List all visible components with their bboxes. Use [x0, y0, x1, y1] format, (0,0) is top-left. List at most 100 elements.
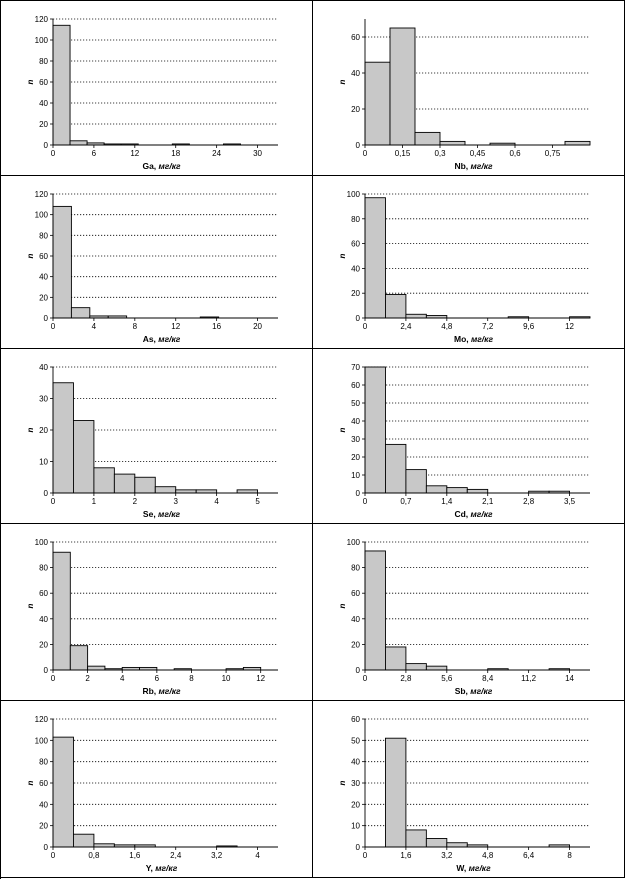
y-tick-label: 60 — [351, 715, 360, 724]
y-tick-label: 0 — [356, 141, 361, 150]
x-tick-label: 2,8 — [523, 497, 535, 506]
histogram-bar — [73, 420, 95, 494]
x-tick-label: 0,45 — [470, 149, 486, 158]
panel-ga: 0 20 40 60 80 100 120 0 6 12 18 24 30 n Ga, мг/кг — [1, 1, 313, 176]
y-tick-label: 0 — [44, 141, 49, 150]
panel-rb: 0 20 40 60 80 100 0 2 4 6 8 10 12 n Rb, мг/кг — [1, 524, 313, 701]
y-tick-label: 0 — [44, 489, 49, 498]
x-axis-label: Mo, мг/кг — [454, 334, 493, 344]
y-tick-label: 20 — [39, 640, 48, 649]
x-tick-label: 0,3 — [434, 149, 446, 158]
histogram-as: 0 20 40 60 80 100 120 0 4 8 12 16 20 n As, мг/кг — [26, 190, 278, 344]
histogram-bar — [52, 736, 74, 848]
x-tick-label: 0 — [51, 851, 56, 860]
y-tick-label: 0 — [356, 314, 361, 323]
x-tick-label: 2,4 — [170, 851, 182, 860]
x-axis-label: Ga, мг/кг — [142, 161, 181, 171]
x-axis-label: W, мг/кг — [456, 863, 491, 873]
y-tick-label: 40 — [39, 99, 48, 108]
x-tick-label: 6 — [155, 674, 160, 683]
y-tick-label: 100 — [35, 211, 49, 220]
histogram-bar — [425, 838, 448, 848]
histogram-nb: 0 20 40 60 0 0,15 0,3 0,45 0,6 0,75 n Nb, мг/кг — [338, 19, 591, 171]
x-tick-label: 0,6 — [509, 149, 521, 158]
x-axis-label: Y, мг/кг — [146, 863, 178, 873]
x-tick-label: 0,75 — [545, 149, 561, 158]
y-tick-label: 20 — [39, 822, 48, 831]
y-tick-label: 20 — [39, 293, 48, 302]
y-axis-label: n — [26, 253, 35, 258]
y-axis-label: n — [26, 79, 35, 84]
y-tick-label: 40 — [351, 69, 360, 78]
x-tick-label: 1 — [92, 497, 97, 506]
histogram-bar — [439, 140, 466, 146]
y-axis-label: n — [26, 780, 35, 785]
y-axis-label: n — [338, 79, 347, 84]
y-tick-label: 80 — [351, 215, 360, 224]
y-tick-label: 80 — [39, 758, 48, 767]
histogram-bar — [385, 293, 407, 319]
y-tick-label: 40 — [39, 615, 48, 624]
x-tick-label: 1,6 — [129, 851, 141, 860]
histogram-bar — [52, 551, 71, 671]
x-tick-label: 3,5 — [564, 497, 576, 506]
x-tick-label: 24 — [212, 149, 221, 158]
x-tick-label: 0,7 — [400, 497, 412, 506]
histogram-y: 0 20 40 60 80 100 120 0 0,8 1,6 2,4 3,2 4 n Y, мг/кг — [26, 715, 278, 873]
y-tick-label: 40 — [351, 758, 360, 767]
x-tick-label: 12 — [171, 322, 180, 331]
x-tick-label: 4 — [92, 322, 97, 331]
x-tick-label: 0 — [51, 149, 56, 158]
y-tick-label: 0 — [44, 314, 49, 323]
y-tick-label: 40 — [39, 363, 48, 372]
y-tick-label: 80 — [39, 57, 48, 66]
x-tick-label: 10 — [222, 674, 231, 683]
histogram-bar — [70, 307, 91, 319]
histogram-bar — [52, 205, 72, 319]
x-tick-label: 20 — [253, 322, 262, 331]
histogram-bar — [405, 829, 427, 848]
x-tick-label: 6 — [92, 149, 97, 158]
y-tick-label: 60 — [351, 240, 360, 249]
x-tick-label: 1,4 — [441, 497, 453, 506]
y-tick-label: 10 — [351, 822, 360, 831]
x-tick-label: 0 — [363, 674, 368, 683]
y-tick-label: 60 — [39, 779, 48, 788]
histogram-bar — [414, 131, 441, 146]
x-axis-label: As, мг/кг — [143, 334, 181, 344]
x-tick-label: 0 — [363, 497, 368, 506]
y-tick-label: 20 — [351, 800, 360, 809]
x-tick-label: 9,6 — [523, 322, 535, 331]
y-tick-label: 40 — [351, 264, 360, 273]
x-tick-label: 12 — [565, 322, 574, 331]
y-tick-label: 0 — [356, 489, 361, 498]
x-axis-label: Cd, мг/кг — [454, 509, 493, 519]
y-tick-label: 60 — [39, 252, 48, 261]
y-tick-label: 0 — [44, 666, 49, 675]
y-axis-label: n — [338, 780, 347, 785]
histogram-bar — [385, 646, 407, 671]
y-axis-label: n — [338, 603, 347, 608]
x-axis-label: Rb, мг/кг — [142, 686, 181, 696]
histogram-bar — [446, 487, 468, 494]
histogram-bar — [134, 476, 156, 494]
histogram-cd: 0 10 20 30 40 50 60 70 0 0,7 1,4 2,1 2,8 3,5 n Cd, мг/к… — [338, 363, 590, 519]
x-tick-label: 2 — [133, 497, 138, 506]
y-tick-label: 120 — [35, 715, 49, 724]
y-tick-label: 100 — [347, 190, 361, 199]
x-tick-label: 3 — [174, 497, 179, 506]
x-tick-label: 8 — [189, 674, 194, 683]
histogram-ga: 0 20 40 60 80 100 120 0 6 12 18 24 30 n Ga, мг/кг — [26, 15, 278, 171]
x-tick-label: 6,4 — [523, 851, 535, 860]
histogram-bar — [175, 489, 197, 494]
y-tick-label: 80 — [39, 231, 48, 240]
histogram-bar — [113, 473, 136, 494]
y-tick-label: 60 — [351, 589, 360, 598]
panel-sb: 0 20 40 60 80 100 0 2,8 5,6 8,4 11,2 14 n Sb, мг/кг — [313, 524, 625, 701]
x-tick-label: 3,2 — [441, 851, 453, 860]
histogram-bar — [154, 486, 177, 494]
y-tick-label: 50 — [351, 399, 360, 408]
x-tick-label: 4 — [214, 497, 219, 506]
y-tick-label: 20 — [351, 105, 360, 114]
y-tick-label: 40 — [39, 273, 48, 282]
